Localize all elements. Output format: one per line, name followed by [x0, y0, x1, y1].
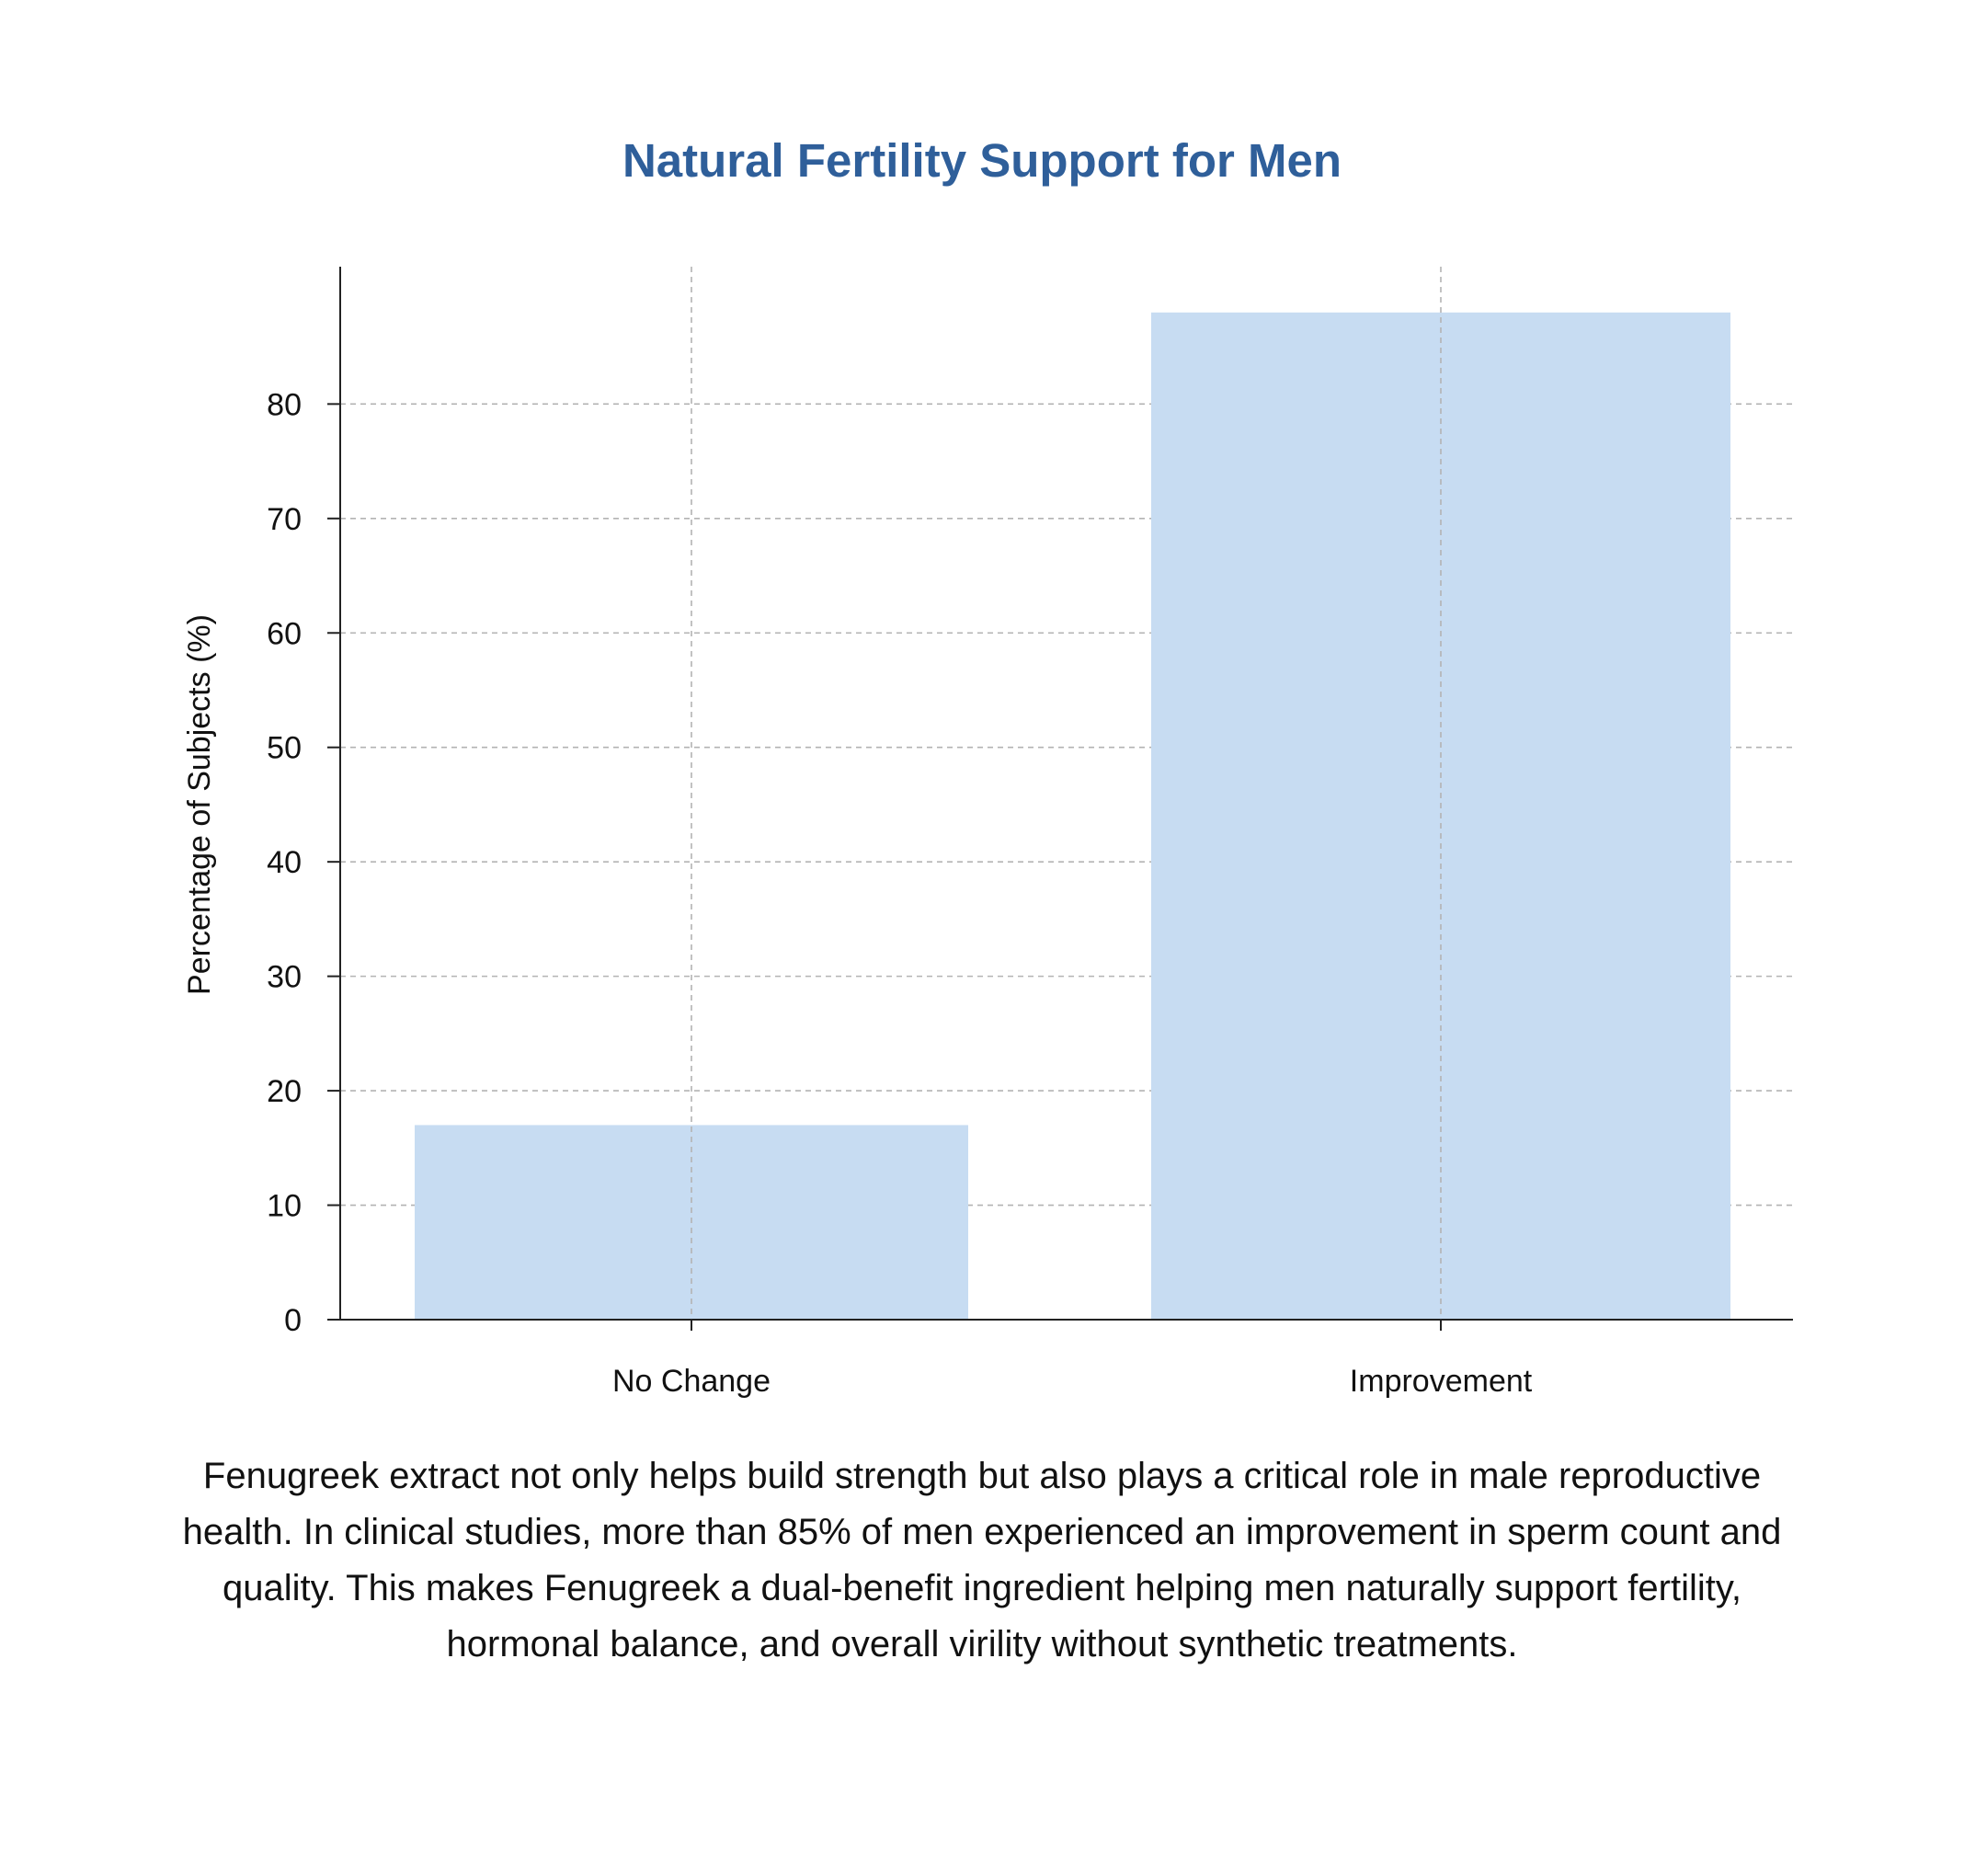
y-tick-label: 30	[267, 960, 302, 995]
y-tick-label: 70	[267, 502, 302, 537]
x-tick-label: Improvement	[1350, 1364, 1533, 1399]
y-tick-label: 50	[267, 731, 302, 766]
chart-title: Natural Fertility Support for Men	[622, 134, 1342, 187]
y-tick-label: 40	[267, 845, 302, 880]
vertical-grid-lines	[691, 267, 1442, 1320]
y-axis-label: Percentage of Subjects (%)	[182, 614, 217, 995]
x-tick-label: No Change	[612, 1364, 771, 1399]
axes	[327, 267, 1793, 1331]
chart-caption: Fenugreek extract not only helps build s…	[182, 1456, 1782, 1664]
y-tick-label: 80	[267, 387, 302, 422]
y-tick-label: 10	[267, 1189, 302, 1224]
y-tick-label: 0	[284, 1303, 302, 1338]
bar-chart: 0 10 20 30 40 50 60 70 80 No Change Improvement Per…	[182, 267, 1793, 1399]
axis-labels: 0 10 20 30 40 50 60 70 80 No Change Improvement Per…	[182, 387, 1533, 1399]
y-tick-label: 60	[267, 616, 302, 651]
y-tick-label: 20	[267, 1074, 302, 1109]
bars	[415, 312, 1730, 1321]
